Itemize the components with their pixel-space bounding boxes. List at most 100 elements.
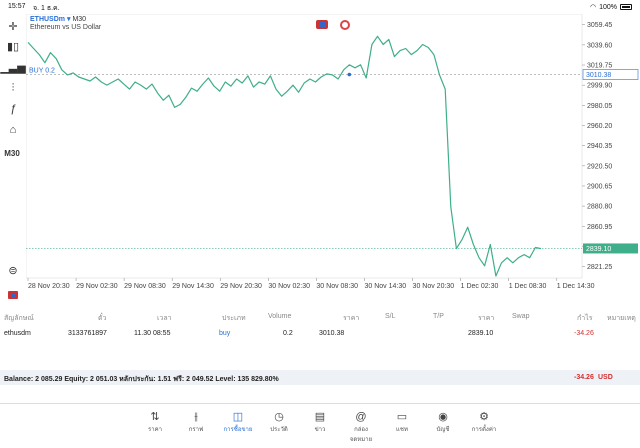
chat-icon: ▭ [396,411,408,423]
tab-account[interactable]: ◉ บัญชี [425,410,461,434]
row-time: 11.30 08:55 [134,330,171,337]
x-tick-label: 30 Nov 02:30 [268,283,310,290]
candles-icon[interactable]: ▮▯ [6,40,20,53]
y-tick-label: 2960.20 [587,123,612,130]
chevron-down-icon[interactable]: ▾ [66,16,71,23]
status-right: ◠ 100% [590,3,632,11]
buy-level-label: BUY 0.2 [29,68,55,75]
status-time: 15:57 [8,3,26,10]
status-date: จ. 1 ธ.ค. [33,5,60,12]
tab-label: การตั้งค่า [471,427,497,433]
tab-history[interactable]: ◷ ประวัติ [261,410,297,434]
mail-icon: @ [355,411,367,423]
header-ticket: ตั๋ว [98,315,107,322]
y-tick-label: 2900.65 [587,183,612,190]
balance-bar: Balance: 2 085.29 Equity: 2 051.03 หลักป… [0,370,640,385]
tab-quotes[interactable]: ⇅ ราคา [137,410,173,434]
tab-label: ราคา [148,427,162,433]
indicators-icon[interactable]: ▁▃▅ [0,61,26,74]
chart-icon: ⫲ [194,411,198,423]
chart-toolbar: ✛ ▮▯ ▁▃▅ ⫶ ƒ ⌂ M30 ⊜ [0,14,26,300]
x-tick-label: 30 Nov 20:30 [413,283,455,290]
x-tick-label: 1 Dec 14:30 [557,283,595,290]
row-price: 2839.10 [468,330,494,337]
y-tick-label: 2860.95 [587,224,612,231]
entry-marker[interactable] [347,72,352,77]
x-tick-label: 28 Nov 20:30 [28,283,70,290]
news-icon: ▤ [314,411,326,423]
bottom-tab-bar: ⇅ ราคา ⫲ กราฟ ◫ การซื้อขาย ◷ ประวัติ ▤ ข่าว @… [0,403,640,448]
tab-label: กล่องจดหมาย [349,427,373,443]
status-bar: 15:57 จ. 1 ธ.ค. ◠ 100% [0,0,640,14]
tab-label: ข่าว [314,427,326,433]
y-tick-label: 2999.90 [587,83,612,90]
battery-label: 100% [599,3,617,11]
x-tick-label: 1 Dec 08:30 [509,283,547,290]
tab-label: กราฟ [188,427,204,433]
header-tp: T/P [433,313,444,320]
symbol-name[interactable]: ETHUSDm [30,16,66,23]
y-tick-label: 2980.05 [587,103,612,110]
settings-icon: ⚙ [479,411,489,423]
x-tick-label: 29 Nov 02:30 [76,283,118,290]
crosshair-icon[interactable]: ✛ [8,20,18,33]
battery-icon [620,4,632,10]
y-tick-label: 3039.60 [587,42,612,49]
header-price: ราคา [478,315,495,322]
shapes-icon[interactable]: ⌂ [9,124,17,136]
history-icon: ◷ [274,411,284,423]
tab-trade[interactable]: ◫ การซื้อขาย [220,410,256,434]
tab-settings[interactable]: ⚙ การตั้งค่า [466,410,502,434]
header-sl: S/L [385,313,396,320]
quotes-icon: ⇅ [150,411,160,423]
tab-label: บัญชี [436,427,450,433]
table-row[interactable]: ethusdm 3133761897 11.30 08:55 buy 0.2 3… [0,330,640,342]
header-timeframe: M30 [72,16,87,23]
chart-canvas[interactable]: 3059.45 3039.60 3019.75 2999.90 2980.05 2960.… [26,14,640,300]
trade-icon: ◫ [232,411,244,423]
one-click-trade-icon[interactable] [316,20,328,29]
header-swap: Swap [512,313,530,320]
header-comment: หมายเหตุ [607,315,636,322]
tab-label: ประวัติ [270,427,288,433]
tab-mailbox[interactable]: @ กล่องจดหมาย [343,410,379,444]
header-type: ประเภท [222,315,246,322]
row-open-price: 3010.38 [319,330,345,337]
header-volume: Volume [268,313,292,320]
price-chart[interactable]: 3059.45 3039.60 3019.75 2999.90 2980.05 2960.… [26,14,640,300]
x-tick-label: 30 Nov 14:30 [364,283,406,290]
row-ticket: 3133761897 [68,330,107,337]
timeframe-button[interactable]: M30 [4,148,20,158]
current-price-tag [583,243,638,254]
x-tick-label: 29 Nov 14:30 [172,283,214,290]
x-tick-label: 29 Nov 08:30 [124,283,166,290]
header-symbol: สัญลักษณ์ [4,315,34,322]
function-icon[interactable]: ƒ [9,103,17,115]
current-price-text: 2839.10 [586,246,611,253]
account-icon: ◉ [438,411,448,423]
y-tick-label: 3019.75 [587,63,612,70]
tab-chat[interactable]: ▭ แชท [384,410,420,434]
symbol-description: Ethereum vs US Dollar [30,24,102,31]
market-status-icon[interactable] [340,20,350,30]
y-tick-label: 2940.35 [587,143,612,150]
tab-label: แชท [396,427,408,433]
tab-chart[interactable]: ⫲ กราฟ [178,410,214,434]
row-symbol: ethusdm [4,330,31,337]
trade-flag-icon[interactable] [4,286,22,304]
x-tick-label: 30 Nov 08:30 [316,283,358,290]
price-line [27,35,542,277]
zoom-icon[interactable]: ⊜ [8,264,18,277]
wifi-icon: ◠ [589,4,597,11]
y-tick-label: 2821.25 [587,264,612,271]
x-tick-label: 29 Nov 20:30 [220,283,262,290]
objects-icon[interactable]: ⫶ [11,81,15,94]
y-tick-label: 3059.45 [587,22,612,29]
y-tick-label: 2920.50 [587,163,612,170]
currency-label: USD [598,374,613,381]
row-volume: 0.2 [283,330,293,337]
row-type: buy [219,330,231,337]
tab-news[interactable]: ▤ ข่าว [302,410,338,434]
row-profit: -34.26 [574,330,594,337]
tab-label: การซื้อขาย [223,427,253,433]
